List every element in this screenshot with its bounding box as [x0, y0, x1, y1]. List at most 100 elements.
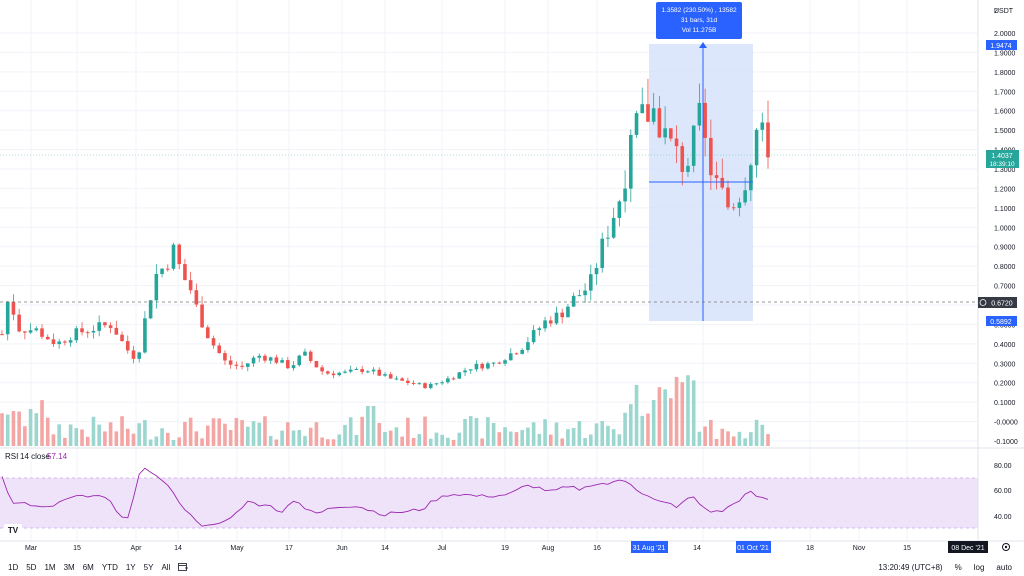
volume-bar — [251, 421, 256, 446]
volume-bar — [709, 419, 713, 446]
volume-bar — [577, 421, 582, 446]
volume-bar — [537, 433, 542, 446]
time-tick: 14 — [381, 545, 389, 552]
volume-bar — [348, 417, 353, 446]
candle-body — [434, 383, 439, 385]
volume-bar — [45, 417, 50, 446]
clock[interactable]: 13:20:49 (UTC+8) — [878, 562, 943, 572]
candle-body — [383, 374, 387, 376]
volume-bar — [606, 425, 610, 446]
volume-bar — [440, 434, 444, 446]
volume-bar — [165, 432, 170, 446]
volume-bar — [371, 406, 376, 446]
volume-bar — [108, 422, 113, 446]
candle-body — [320, 367, 324, 372]
timeframe-5y[interactable]: 5Y — [143, 562, 154, 572]
timeframe-all[interactable]: All — [161, 562, 171, 572]
volume-bar — [480, 438, 484, 446]
timeframe-ytd[interactable]: YTD — [101, 562, 118, 572]
volume-bar — [114, 431, 119, 446]
candle-body — [40, 328, 44, 337]
candle-body — [629, 134, 633, 189]
candle-body — [137, 352, 141, 359]
timeframe-6m[interactable]: 6M — [82, 562, 94, 572]
volume-bar — [543, 419, 547, 446]
dashed-level-tag[interactable]: 0.6720 — [978, 297, 1017, 308]
volume-bar — [451, 439, 456, 446]
candle-body — [74, 328, 79, 341]
volume-bar — [680, 382, 685, 446]
candle-body — [577, 295, 582, 297]
volume-bar — [520, 430, 524, 446]
volume-bar — [240, 420, 244, 446]
candle-body — [714, 175, 719, 178]
time-scale[interactable]: Mar 15 Apr 14 May 17 Jun 14 Jul 19 Aug 16 14 18 Nov 15 — [25, 545, 911, 552]
price-scale[interactable]: 2 2.0000 1.9000 1.8000 1.7000 1.6000 1.5000 1.4… — [994, 8, 1018, 446]
rsi-params: 14 close — [20, 452, 50, 461]
date-range-icon[interactable] — [178, 562, 189, 573]
percent-toggle[interactable]: % — [954, 562, 962, 572]
candle-body — [766, 122, 770, 158]
volume-bar — [228, 430, 233, 446]
price-tick: 1.7000 — [994, 89, 1016, 96]
volume-bar — [360, 416, 364, 446]
volume-bar — [411, 437, 416, 446]
volume-bar — [491, 423, 496, 446]
volume-bar — [394, 427, 399, 446]
candle-body — [228, 360, 233, 365]
time-tick: Nov — [853, 545, 866, 552]
candle-body — [703, 102, 707, 138]
price-tick: -0.0000 — [994, 420, 1018, 427]
candle-body — [674, 138, 679, 147]
log-toggle[interactable]: log — [973, 562, 985, 572]
candle-body — [154, 273, 159, 301]
tradingview-logo-text: TV — [8, 526, 19, 535]
candle-body — [394, 378, 399, 380]
volume-bar — [508, 431, 513, 446]
volume-bar — [263, 416, 267, 446]
volume-bar — [91, 416, 96, 446]
candle-body — [211, 338, 216, 346]
plus-icon[interactable] — [979, 299, 987, 306]
candle-body — [223, 353, 227, 361]
volume-bar — [17, 411, 21, 446]
timeframe-1d[interactable]: 1D — [8, 562, 19, 572]
candle-body — [491, 362, 496, 364]
timeframe-1m[interactable]: 1M — [44, 562, 56, 572]
volume-bar — [200, 438, 204, 446]
rsi-value: 57.14 — [47, 452, 68, 461]
candle-body — [423, 383, 427, 389]
volume-bar — [205, 425, 210, 446]
candle-body — [297, 355, 302, 366]
volume-bar — [308, 427, 313, 446]
volume-bar — [297, 429, 302, 446]
timeframe-3m[interactable]: 3M — [63, 562, 75, 572]
candle-body — [566, 306, 570, 318]
candle-body — [120, 334, 124, 342]
timeframe-5d[interactable]: 5D — [26, 562, 37, 572]
volume-bar — [383, 431, 387, 446]
candle-body — [280, 360, 284, 363]
settings-gear-icon[interactable] — [1002, 543, 1010, 551]
timeframe-1y[interactable]: 1Y — [125, 562, 136, 572]
candle-body — [125, 341, 130, 351]
volume-bar — [194, 431, 199, 446]
volume-bar — [11, 411, 16, 446]
rsi-tick-60: 60.00 — [994, 488, 1012, 495]
candle-body — [588, 274, 593, 291]
volume-bar — [211, 418, 216, 446]
candle-body — [497, 362, 502, 364]
candle-body — [543, 320, 547, 329]
tradingview-logo[interactable]: TV — [4, 524, 22, 536]
candle-body — [366, 371, 370, 373]
auto-toggle[interactable]: auto — [996, 562, 1012, 572]
volume-bar — [320, 437, 324, 446]
time-tick: May — [230, 545, 244, 552]
volume-bar — [234, 418, 239, 446]
chart-area[interactable]: 1.3582 (230.50%) , 13582 31 bars, 31d Vo… — [0, 0, 1024, 558]
candle-body — [85, 332, 90, 334]
volume-bar — [400, 436, 404, 446]
candle-body — [457, 372, 462, 379]
candle-body — [188, 280, 193, 291]
volume-bar — [428, 438, 433, 446]
